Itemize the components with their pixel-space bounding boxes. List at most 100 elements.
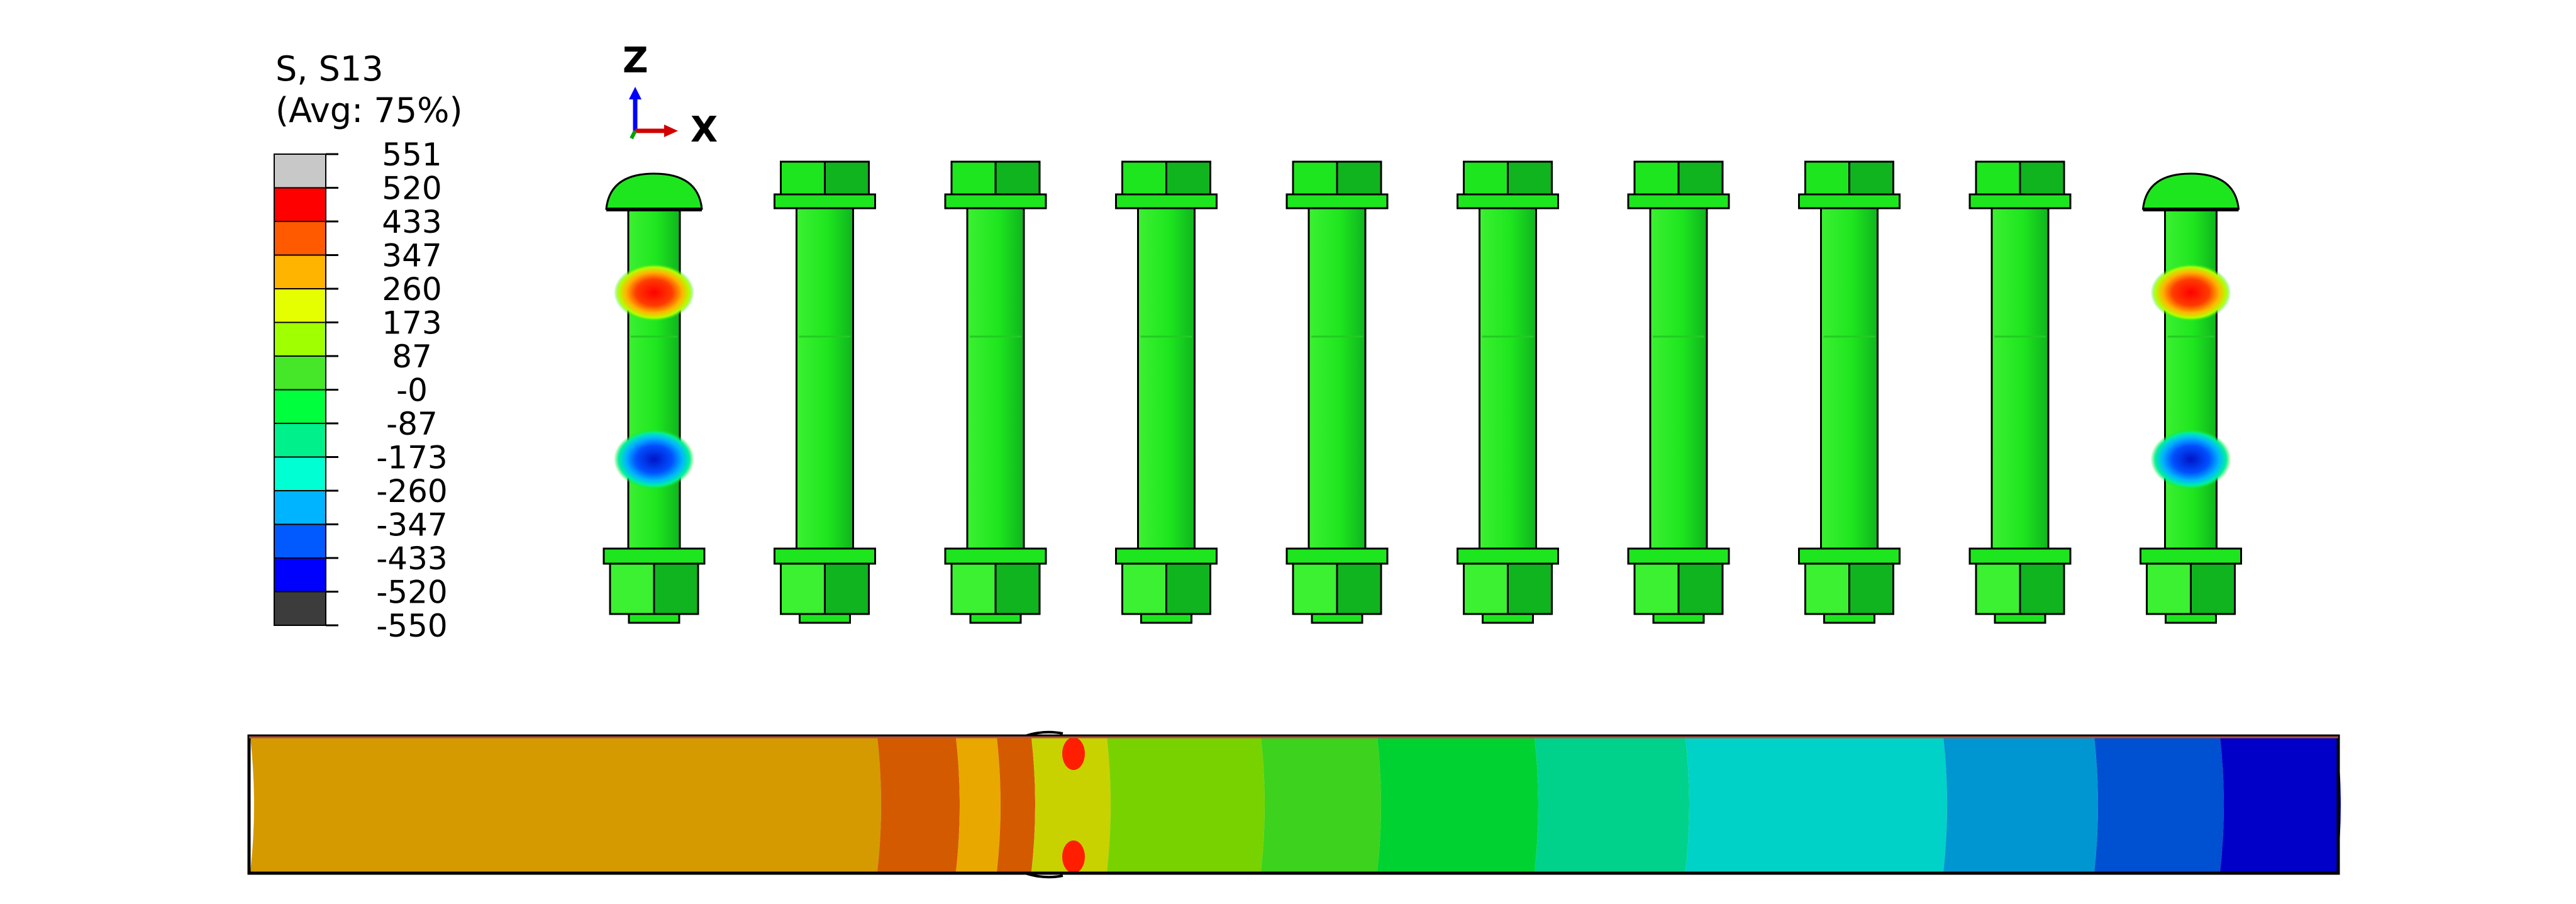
plate-section (247, 730, 2341, 879)
bolt-hex-head-face (1677, 160, 1724, 196)
legend-swatch (274, 389, 326, 424)
legend-value: 551 (382, 137, 441, 173)
legend-value: 260 (382, 271, 441, 308)
bolt-hex-head-face (1165, 160, 1211, 196)
plate-band (250, 737, 881, 872)
bolt-washer-bottom (1798, 547, 1901, 565)
legend-color-bar (274, 153, 326, 626)
legend-swatch (274, 187, 326, 222)
legend-value: 347 (382, 238, 441, 274)
bolt-hex-head-face (2019, 160, 2065, 196)
legend-swatch (274, 221, 326, 256)
bolt-head-rim (2143, 208, 2239, 211)
bolt-tip (969, 613, 1022, 624)
bolt-washer-bottom (1285, 547, 1389, 565)
legend-swatch (274, 254, 326, 289)
bolt-tip (1311, 613, 1363, 624)
bolt-hex-head-face (824, 160, 870, 196)
plate-band (956, 737, 1001, 872)
plate-outline (247, 734, 2340, 875)
bolt-shank (1820, 206, 1879, 550)
bolt-tip (1652, 613, 1705, 624)
bolt-shank (2164, 206, 2218, 550)
bolt-washer-top (1115, 193, 1218, 209)
bolt-washer-top (774, 193, 876, 209)
bolt (1115, 160, 1218, 624)
legend-value: 520 (382, 170, 441, 207)
legend-value: 433 (382, 204, 441, 240)
plate-band (1943, 737, 2098, 872)
legend-value: -550 (376, 608, 447, 644)
triad-y-axis (630, 130, 637, 140)
plate-band (2094, 737, 2224, 872)
coordinate-triad: Z X (623, 40, 718, 150)
bolt-washer-top (1457, 193, 1559, 209)
bolt-nut-face (1336, 562, 1382, 615)
legend-value: -433 (376, 540, 447, 577)
stress-hotspot (2150, 264, 2231, 321)
stress-coldspot (614, 429, 694, 489)
bolt (774, 160, 876, 624)
bolt-washer-top (1627, 193, 1730, 209)
plate-band (1031, 737, 1111, 872)
legend-value: -520 (376, 574, 447, 611)
legend-swatch (274, 557, 326, 593)
plate-band (1261, 737, 1381, 872)
stress-legend: S, S13 (Avg: 75%) 55152043334726017387-0… (274, 49, 463, 644)
bolt-shank (1307, 206, 1367, 550)
bolt (1627, 160, 1730, 624)
plate-band (997, 737, 1035, 872)
bolt-tip (1994, 613, 2046, 624)
bolt-washer-bottom (1968, 547, 2072, 565)
legend-swatch (274, 153, 326, 189)
legend-swatch (274, 423, 326, 458)
bolt (1798, 160, 1901, 624)
bolt-washer-bottom (944, 547, 1047, 565)
plate-band (2220, 737, 2341, 872)
bolt-nut-face (653, 562, 699, 615)
legend-value-labels: 55152043334726017387-0-87-173-260-347-43… (326, 137, 448, 644)
bolt-shank (1990, 206, 2050, 550)
bolt-washer-top (1285, 193, 1389, 209)
bolt (2140, 172, 2242, 624)
bolt-hex-head-face (1848, 160, 1894, 196)
legend-value: 173 (382, 305, 441, 342)
bolt-nut-face (1848, 562, 1894, 615)
bolt-nut-face (1677, 562, 1724, 615)
legend-value: -260 (376, 473, 447, 510)
bolt-hex-head-face (1507, 160, 1553, 196)
bolt (1285, 160, 1389, 624)
bolt (944, 160, 1047, 624)
bolt (602, 172, 706, 624)
bolt-washer-bottom (602, 547, 706, 565)
bolt (1968, 160, 2072, 624)
bolt-shank (1479, 206, 1537, 550)
bolt-washer-top (944, 193, 1047, 209)
triad-x-label: X (691, 109, 718, 150)
stress-coldspot (2150, 429, 2231, 489)
bolt-hex-head-face (994, 160, 1041, 196)
bolt-nut-face (994, 562, 1041, 615)
triad-x-arrow (664, 125, 678, 137)
legend-swatch (274, 321, 326, 357)
bolt-shank (966, 206, 1025, 550)
plate-hotspot-bottom (1062, 840, 1085, 873)
bolt-washer-bottom (2140, 547, 2242, 565)
bolt-nut-face (1507, 562, 1553, 615)
legend-swatch (274, 355, 326, 391)
plate-band (877, 737, 960, 872)
bolt-washer-bottom (1115, 547, 1218, 565)
stress-hotspot (614, 264, 694, 321)
legend-swatch (274, 456, 326, 491)
plate-band (1107, 737, 1265, 872)
legend-value: 87 (392, 338, 432, 375)
bolt-hex-head-face (1336, 160, 1382, 196)
bolt-dome-head (605, 172, 703, 210)
bolt-tip (1823, 613, 1875, 624)
bolt-washer-top (1798, 193, 1901, 209)
bolt-shank (796, 206, 854, 550)
bolt-tip (799, 613, 851, 624)
bolt-tip (1140, 613, 1192, 624)
bolt-washer-bottom (1457, 547, 1559, 565)
